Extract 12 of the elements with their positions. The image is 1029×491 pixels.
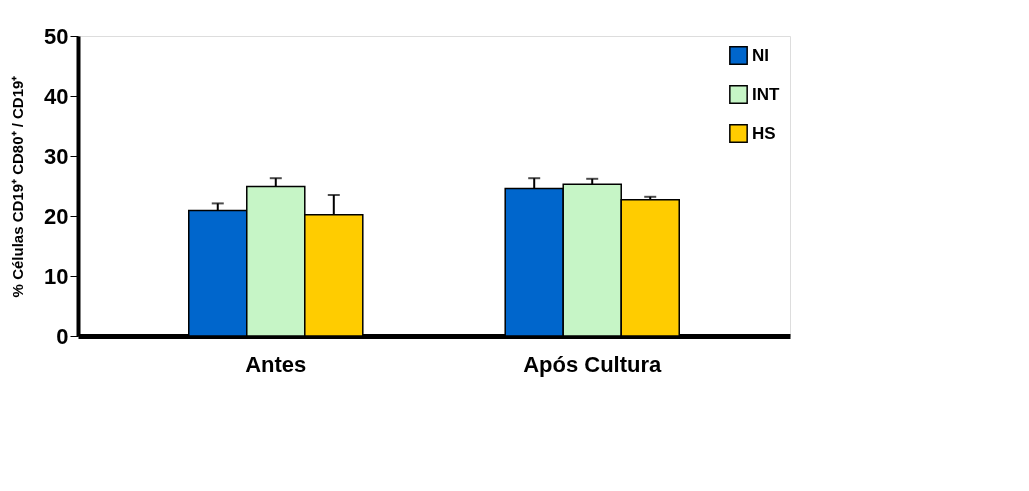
legend-label: NI xyxy=(752,45,769,65)
y-tick-label: 10 xyxy=(44,263,69,289)
legend-label: INT xyxy=(752,84,780,104)
y-axis-title: % Células CD19⁺ CD80⁺ / CD19⁺ xyxy=(9,75,27,298)
y-tick-label: 0 xyxy=(56,323,69,349)
x-tick-label: Após Cultura xyxy=(523,351,663,377)
y-tick-label: 40 xyxy=(44,83,69,109)
y-tick-label: 30 xyxy=(44,143,69,169)
y-tick-label: 20 xyxy=(44,203,69,229)
x-tick-label: Antes xyxy=(245,351,307,377)
legend-label: HS xyxy=(752,123,776,143)
y-tick-label: 50 xyxy=(44,23,69,49)
